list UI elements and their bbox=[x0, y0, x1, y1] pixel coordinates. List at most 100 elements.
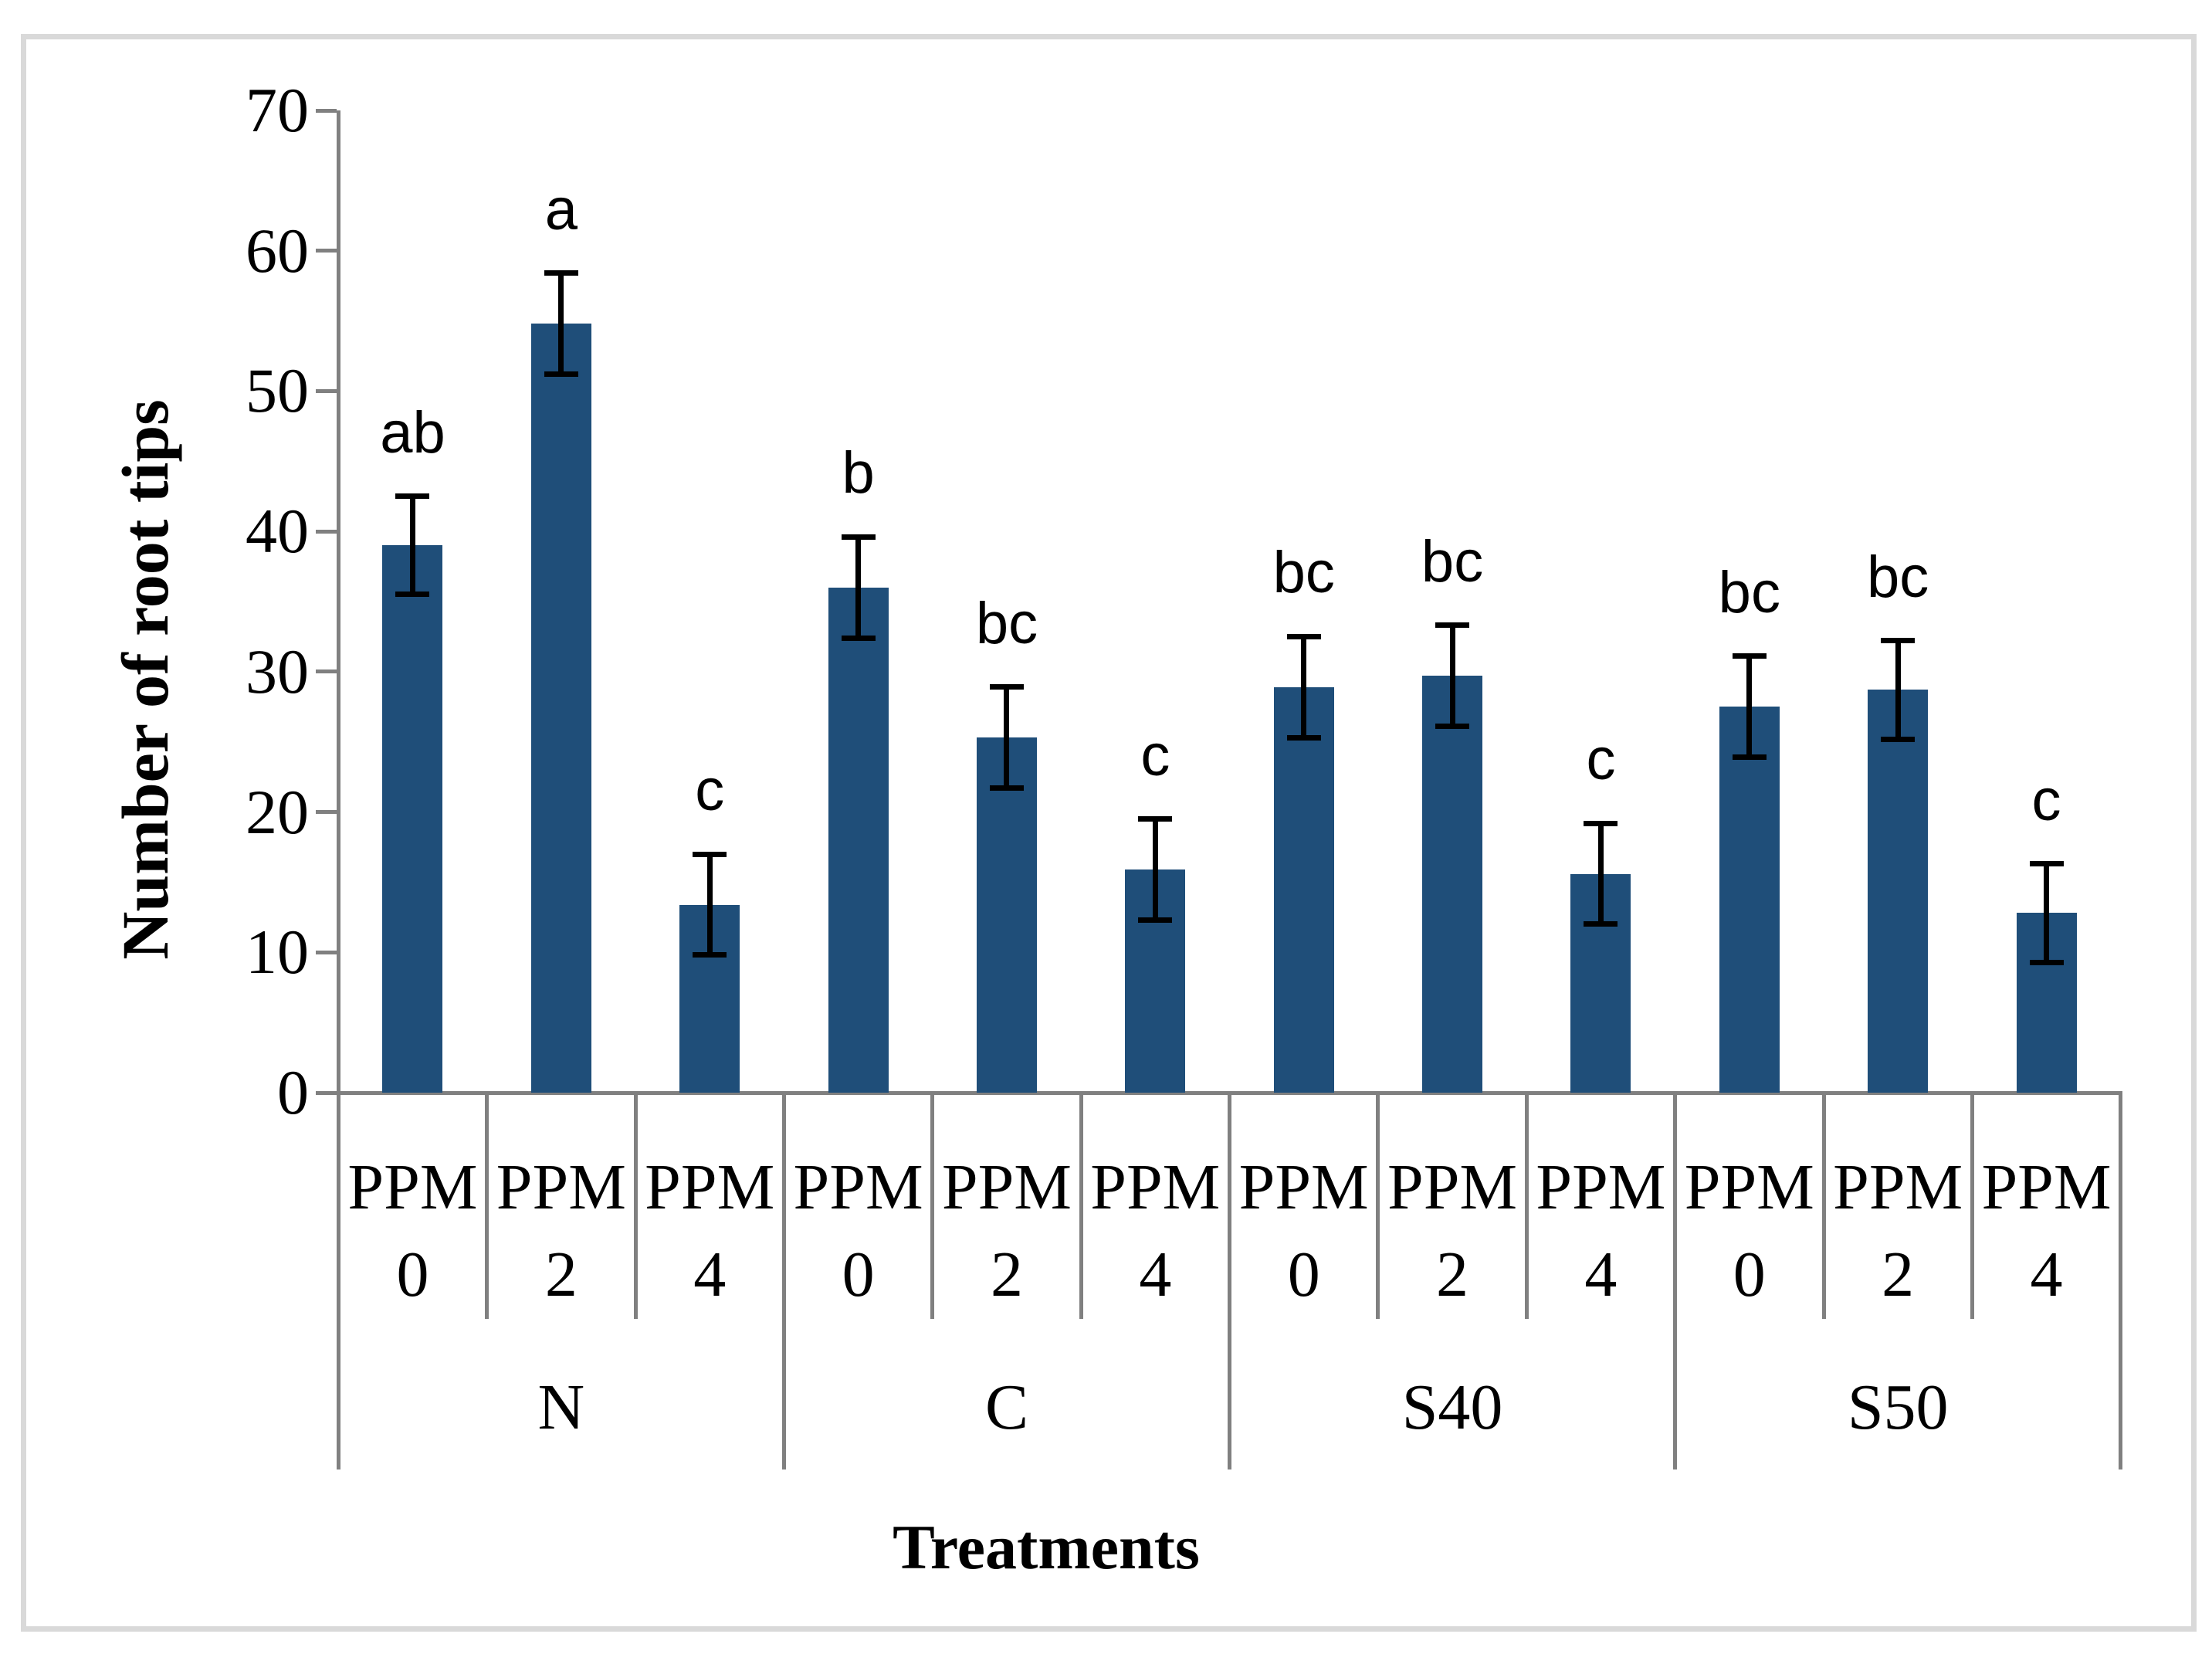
y-tick-label: 70 bbox=[246, 75, 309, 145]
error-bar-cap-top bbox=[1138, 816, 1173, 822]
y-tick-label: 30 bbox=[246, 636, 309, 707]
x-cat-ppm: PPM bbox=[793, 1151, 923, 1223]
x-cat-separator bbox=[336, 1093, 340, 1319]
x-group-separator bbox=[1673, 1319, 1678, 1469]
sig-letter: bc bbox=[975, 590, 1038, 656]
error-bar-line bbox=[1301, 636, 1307, 738]
figure-border bbox=[21, 34, 2197, 1632]
x-cat-ppm-value: 0 bbox=[1733, 1239, 1766, 1310]
x-cat-separator bbox=[1079, 1093, 1083, 1319]
x-cat-separator bbox=[1821, 1093, 1826, 1319]
sig-letter: c bbox=[1140, 722, 1170, 788]
x-cat-separator bbox=[2119, 1093, 2123, 1319]
x-cat-ppm-value: 0 bbox=[1287, 1239, 1320, 1310]
x-cat-ppm: PPM bbox=[496, 1151, 626, 1223]
y-tick-label: 40 bbox=[246, 496, 309, 567]
x-cat-separator bbox=[485, 1093, 489, 1319]
x-cat-separator bbox=[1376, 1093, 1380, 1319]
error-bar-line bbox=[706, 854, 713, 955]
error-bar-cap-bottom bbox=[1881, 736, 1916, 742]
x-group-separator bbox=[336, 1319, 340, 1469]
error-bar-cap-bottom bbox=[1435, 724, 1470, 730]
error-bar-cap-bottom bbox=[1732, 754, 1767, 761]
x-cat-separator bbox=[930, 1093, 935, 1319]
x-group-separator bbox=[2119, 1319, 2123, 1469]
x-cat-ppm: PPM bbox=[1387, 1151, 1518, 1223]
error-bar-cap-bottom bbox=[1138, 917, 1173, 923]
error-bar-cap-top bbox=[2029, 861, 2064, 867]
error-bar-cap-top bbox=[989, 684, 1024, 690]
x-cat-ppm: PPM bbox=[1238, 1151, 1369, 1223]
x-cat-ppm: PPM bbox=[1090, 1151, 1221, 1223]
x-cat-ppm: PPM bbox=[645, 1151, 775, 1223]
error-bar-cap-bottom bbox=[841, 635, 876, 641]
bar-S50-ppm0 bbox=[1719, 707, 1780, 1093]
y-axis-title: Number of root tips bbox=[108, 399, 182, 960]
error-bar-cap-top bbox=[693, 851, 727, 857]
error-bar-cap-top bbox=[395, 493, 430, 500]
error-bar-cap-top bbox=[1286, 633, 1321, 639]
x-cat-ppm: PPM bbox=[941, 1151, 1072, 1223]
error-bar-cap-top bbox=[1732, 653, 1767, 659]
error-bar-cap-bottom bbox=[1286, 734, 1321, 741]
y-tick-label: 0 bbox=[277, 1057, 309, 1127]
y-tick-mark bbox=[316, 529, 337, 534]
y-tick-mark bbox=[316, 810, 337, 815]
x-cat-ppm: PPM bbox=[1536, 1151, 1666, 1223]
error-bar-line bbox=[1597, 823, 1604, 924]
bar-N-ppm2 bbox=[530, 324, 591, 1093]
sig-letter: ab bbox=[380, 399, 445, 466]
error-bar-line bbox=[1004, 686, 1010, 788]
x-cat-ppm: PPM bbox=[1833, 1151, 1963, 1223]
sig-letter: bc bbox=[1421, 528, 1484, 595]
x-axis-title: Treatments bbox=[893, 1512, 1200, 1582]
sig-letter: b bbox=[842, 440, 875, 507]
error-bar-line bbox=[1449, 625, 1455, 727]
y-tick-mark bbox=[316, 669, 337, 674]
x-group-separator bbox=[1228, 1319, 1232, 1469]
x-cat-ppm-value: 0 bbox=[842, 1239, 875, 1310]
x-group-label-C: C bbox=[984, 1371, 1028, 1443]
y-tick-mark bbox=[316, 1090, 337, 1095]
x-cat-ppm: PPM bbox=[1684, 1151, 1814, 1223]
sig-letter: c bbox=[1586, 727, 1616, 793]
x-cat-ppm-value: 4 bbox=[1584, 1239, 1618, 1310]
y-tick-label: 60 bbox=[246, 215, 309, 286]
y-axis-line bbox=[336, 110, 340, 1097]
error-bar-cap-bottom bbox=[2029, 959, 2064, 965]
sig-letter: bc bbox=[1272, 540, 1335, 606]
x-group-label-S40: S40 bbox=[1401, 1371, 1503, 1443]
x-cat-ppm-value: 2 bbox=[1882, 1239, 1915, 1310]
bar-S50-ppm2 bbox=[1868, 690, 1929, 1093]
error-bar-line bbox=[409, 496, 415, 595]
x-cat-separator bbox=[1970, 1093, 1974, 1319]
error-bar-line bbox=[1895, 640, 1901, 740]
error-bar-cap-top bbox=[1435, 622, 1470, 629]
error-bar-cap-top bbox=[1584, 820, 1618, 826]
x-cat-separator bbox=[781, 1093, 786, 1319]
x-cat-separator bbox=[633, 1093, 638, 1319]
y-tick-mark bbox=[316, 108, 337, 113]
error-bar-cap-top bbox=[544, 270, 578, 276]
sig-letter: c bbox=[695, 758, 725, 824]
x-cat-ppm: PPM bbox=[1981, 1151, 2112, 1223]
error-bar-cap-bottom bbox=[1584, 921, 1618, 927]
error-bar-cap-bottom bbox=[395, 592, 430, 598]
x-cat-separator bbox=[1524, 1093, 1529, 1319]
y-tick-mark bbox=[316, 249, 337, 253]
x-group-label-N: N bbox=[537, 1371, 585, 1443]
error-bar-cap-bottom bbox=[693, 952, 727, 958]
error-bar-line bbox=[855, 537, 862, 639]
sig-letter: bc bbox=[1718, 559, 1780, 625]
error-bar-cap-bottom bbox=[989, 785, 1024, 792]
y-tick-mark bbox=[316, 388, 337, 393]
sig-letter: bc bbox=[1867, 544, 1929, 610]
x-group-label-S50: S50 bbox=[1847, 1371, 1949, 1443]
sig-letter: c bbox=[2031, 767, 2061, 833]
y-tick-label: 10 bbox=[246, 917, 309, 988]
bar-C-ppm0 bbox=[828, 587, 889, 1093]
x-group-separator bbox=[781, 1319, 786, 1469]
error-bar-cap-top bbox=[1881, 638, 1916, 644]
error-bar-line bbox=[558, 273, 564, 375]
